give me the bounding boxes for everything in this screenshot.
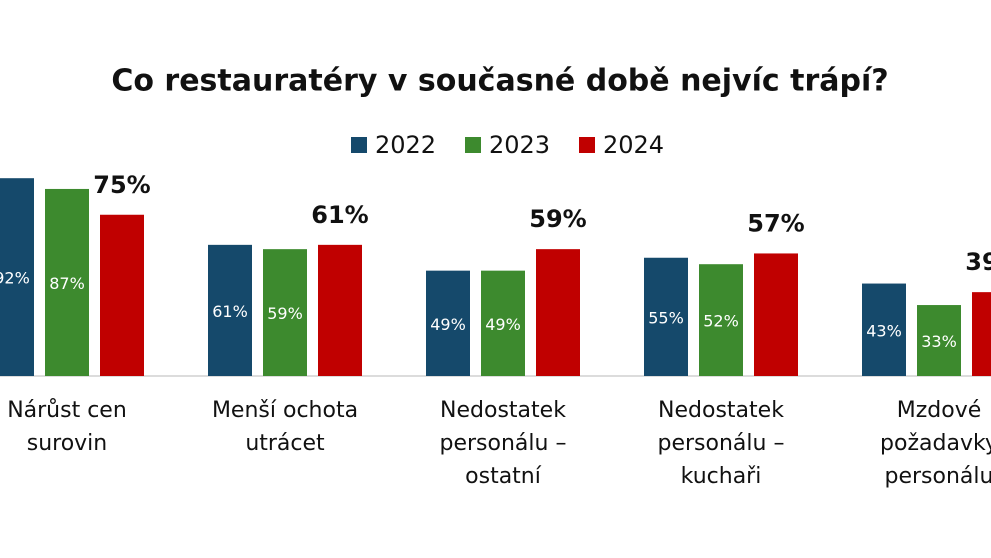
value-label: 57% (747, 209, 804, 237)
legend-swatch (579, 137, 595, 153)
legend-label: 2023 (489, 131, 550, 159)
bar (862, 283, 906, 376)
value-label: 39% (965, 248, 991, 276)
legend-label: 2024 (603, 131, 664, 159)
value-label: 49% (485, 315, 521, 334)
x-tick-line: Nárůst cen (7, 398, 127, 423)
bar (699, 264, 743, 376)
bar (644, 257, 688, 376)
x-tick-label: Nedostatek personálu – ostatní (440, 398, 567, 489)
x-tick-label: Nedostatek personálu – kuchaři (658, 398, 785, 489)
bar (318, 244, 362, 376)
bar (100, 214, 144, 376)
x-tick-label: Nárůst cen surovin (7, 398, 127, 456)
value-label: 59% (529, 205, 586, 233)
bar (263, 249, 307, 376)
x-tick-line: požadavky (880, 431, 991, 456)
bar (0, 178, 34, 376)
bar (754, 253, 798, 376)
bar (536, 249, 580, 376)
bar (426, 270, 470, 376)
x-tick-line: personálu (885, 464, 991, 489)
legend-swatch (465, 137, 481, 153)
value-label: 61% (212, 302, 248, 321)
value-label: 61% (311, 201, 368, 229)
x-tick-line: personálu – (440, 431, 567, 456)
value-label: 59% (267, 304, 303, 323)
bar (972, 292, 991, 376)
value-label: 75% (93, 171, 150, 199)
x-tick-line: Menší ochota (212, 398, 358, 423)
x-tick-label: Mzdové požadavky personálu (880, 398, 991, 489)
bar (208, 244, 252, 376)
value-label: 92% (0, 269, 30, 288)
x-tick-line: surovin (27, 431, 108, 456)
value-label: 55% (648, 308, 684, 327)
bar (45, 188, 89, 376)
value-label: 52% (703, 312, 739, 331)
x-tick-line: ostatní (465, 464, 542, 489)
legend-swatch (351, 137, 367, 153)
legend-label: 2022 (375, 131, 436, 159)
x-tick-label: Menší ochota utrácet (212, 398, 358, 456)
x-tick-line: kuchaři (681, 464, 762, 489)
bar (481, 270, 525, 376)
x-tick-line: Nedostatek (440, 398, 566, 423)
bar (917, 305, 961, 376)
chart-title: Co restauratéry v současné době nejvíc t… (111, 64, 888, 99)
x-tick-line: utrácet (245, 431, 325, 456)
x-tick-line: personálu – (658, 431, 785, 456)
x-tick-line: Mzdové (897, 398, 982, 423)
value-label: 49% (430, 315, 466, 334)
value-label: 87% (49, 274, 85, 293)
value-label: 43% (866, 321, 902, 340)
x-tick-line: Nedostatek (658, 398, 784, 423)
value-label: 33% (921, 332, 957, 351)
